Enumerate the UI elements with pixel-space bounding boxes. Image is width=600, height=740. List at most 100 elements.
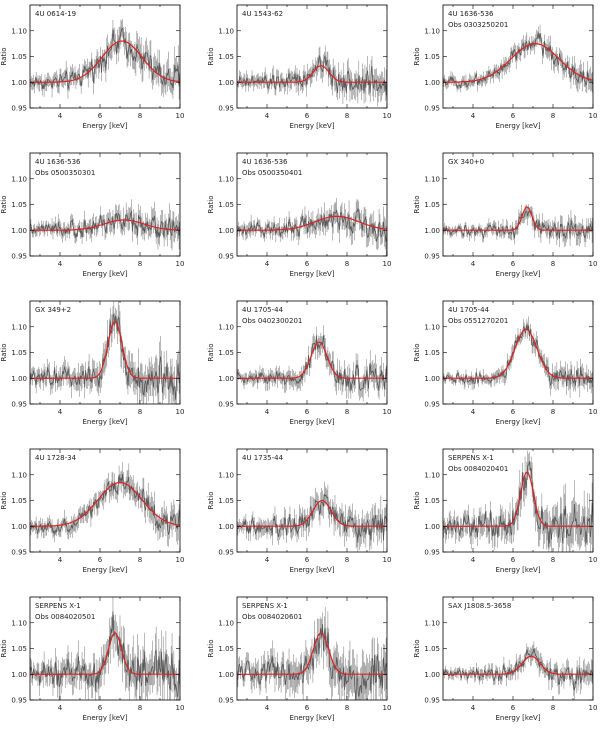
x-axis-label: Energy [keV] (289, 122, 334, 130)
data-series (237, 325, 387, 402)
plot-frame (236, 448, 388, 553)
y-tick-label: 0.95 (424, 697, 440, 705)
model-curve (443, 655, 593, 675)
y-tick-label: 1.10 (218, 619, 234, 627)
panel-12: 4 6 8 10 0.95 1.00 1.05 1.10 Energy [keV] Ratio SE… (413, 448, 598, 574)
model-curve (30, 40, 180, 83)
x-tick-label: 10 (589, 704, 598, 712)
y-tick-label: 1.00 (424, 79, 440, 87)
x-tick-label: 8 (138, 260, 142, 268)
x-tick-label: 6 (98, 704, 103, 712)
x-tick-label: 4 (471, 408, 476, 416)
x-tick-label: 8 (138, 704, 142, 712)
panel-2: 4 6 8 10 0.95 1.00 1.05 1.10 Energy [keV] Ratio 4U… (207, 4, 391, 130)
x-tick-label: 4 (471, 556, 476, 564)
y-tick-label: 1.00 (11, 523, 27, 531)
panel-label: 4U 1636-536 (448, 10, 494, 18)
x-tick-label: 4 (471, 112, 476, 120)
y-axis-label: Ratio (413, 492, 421, 510)
x-tick-label: 10 (589, 556, 598, 564)
ratio-line (443, 209, 593, 240)
x-tick-label: 6 (511, 556, 516, 564)
y-tick-label: 1.00 (11, 375, 27, 383)
x-axis-label: Energy [keV] (495, 122, 540, 130)
model-curve (237, 499, 387, 527)
ratio-line (237, 335, 387, 391)
model-curve (443, 328, 593, 379)
y-tick-label: 1.00 (11, 227, 27, 235)
x-axis-label: Energy [keV] (289, 418, 334, 426)
y-tick-label: 1.05 (218, 349, 234, 357)
x-tick-label: 6 (305, 260, 310, 268)
plot-frame (236, 4, 388, 109)
model-curve (237, 215, 387, 231)
panel-label: SERPENS X-1 (35, 602, 81, 610)
y-tick-label: 0.95 (218, 253, 234, 261)
x-tick-label: 6 (511, 704, 516, 712)
x-tick-label: 10 (383, 704, 392, 712)
y-tick-label: 1.00 (424, 227, 440, 235)
x-tick-label: 10 (176, 408, 185, 416)
y-axis-label: Ratio (0, 48, 8, 66)
x-tick-label: 4 (265, 408, 270, 416)
panel-label: 4U 1735-44 (242, 454, 284, 462)
y-tick-label: 1.00 (424, 375, 440, 383)
model-curve (237, 632, 387, 675)
panel-8: 4 6 8 10 0.95 1.00 1.05 1.10 Energy [keV] Ratio 4U… (207, 300, 391, 426)
panel-5: 4 6 8 10 0.95 1.00 1.05 1.10 Energy [keV] Ratio 4U… (207, 152, 392, 278)
y-tick-label: 1.10 (11, 619, 27, 627)
y-axis-label: Ratio (0, 640, 8, 658)
x-tick-label: 8 (551, 704, 555, 712)
y-tick-label: 1.10 (218, 471, 234, 479)
data-series (237, 481, 387, 552)
y-tick-label: 1.00 (424, 523, 440, 531)
y-axis-label: Ratio (0, 196, 8, 214)
y-tick-label: 1.05 (218, 53, 234, 61)
y-tick-label: 1.05 (424, 349, 440, 357)
x-tick-label: 8 (345, 112, 349, 120)
y-tick-label: 1.00 (218, 671, 234, 679)
data-series (237, 197, 387, 256)
y-axis-label: Ratio (207, 196, 215, 214)
panel-label: 4U 1543-62 (242, 10, 283, 18)
y-tick-label: 1.10 (11, 175, 27, 183)
x-axis-label: Energy [keV] (82, 714, 127, 722)
y-tick-label: 1.10 (424, 175, 440, 183)
y-tick-label: 1.00 (11, 671, 27, 679)
x-tick-label: 8 (138, 112, 142, 120)
x-axis-label: Energy [keV] (289, 566, 334, 574)
y-axis-label: Ratio (207, 640, 215, 658)
x-tick-label: 6 (98, 112, 103, 120)
y-tick-label: 0.95 (218, 697, 234, 705)
y-tick-label: 1.10 (11, 27, 27, 35)
x-tick-label: 10 (176, 556, 185, 564)
panel-11: 4 6 8 10 0.95 1.00 1.05 1.10 Energy [keV] Ratio 4U… (207, 448, 391, 574)
y-tick-label: 1.10 (218, 175, 234, 183)
y-axis-label: Ratio (413, 48, 421, 66)
panel-label: Obs 0402300201 (242, 317, 302, 325)
y-tick-label: 0.95 (424, 253, 440, 261)
y-tick-label: 1.05 (11, 645, 27, 653)
x-tick-label: 4 (58, 556, 63, 564)
x-tick-label: 8 (345, 704, 349, 712)
panel-label: 4U 0614-19 (35, 10, 76, 18)
x-tick-label: 4 (58, 704, 63, 712)
panel-3: 4 6 8 10 0.95 1.00 1.05 1.10 Energy [keV] Ratio 4U… (413, 4, 597, 130)
data-series (443, 316, 593, 399)
y-tick-label: 1.00 (218, 227, 234, 235)
panel-10: 4 6 8 10 0.95 1.00 1.05 1.10 Energy [keV] Ratio 4U… (0, 448, 185, 574)
x-tick-label: 10 (383, 260, 392, 268)
model-curve (237, 341, 387, 379)
y-tick-label: 1.10 (424, 27, 440, 35)
y-tick-label: 0.95 (11, 253, 27, 261)
model-curve (443, 471, 593, 527)
x-tick-label: 6 (305, 556, 310, 564)
y-tick-label: 1.05 (424, 645, 440, 653)
y-tick-label: 1.05 (424, 497, 440, 505)
x-tick-label: 8 (138, 556, 142, 564)
x-tick-label: 4 (471, 260, 476, 268)
y-axis-label: Ratio (0, 344, 8, 362)
x-axis-label: Energy [keV] (495, 714, 540, 722)
x-axis-label: Energy [keV] (82, 566, 127, 574)
y-tick-label: 1.10 (218, 27, 234, 35)
